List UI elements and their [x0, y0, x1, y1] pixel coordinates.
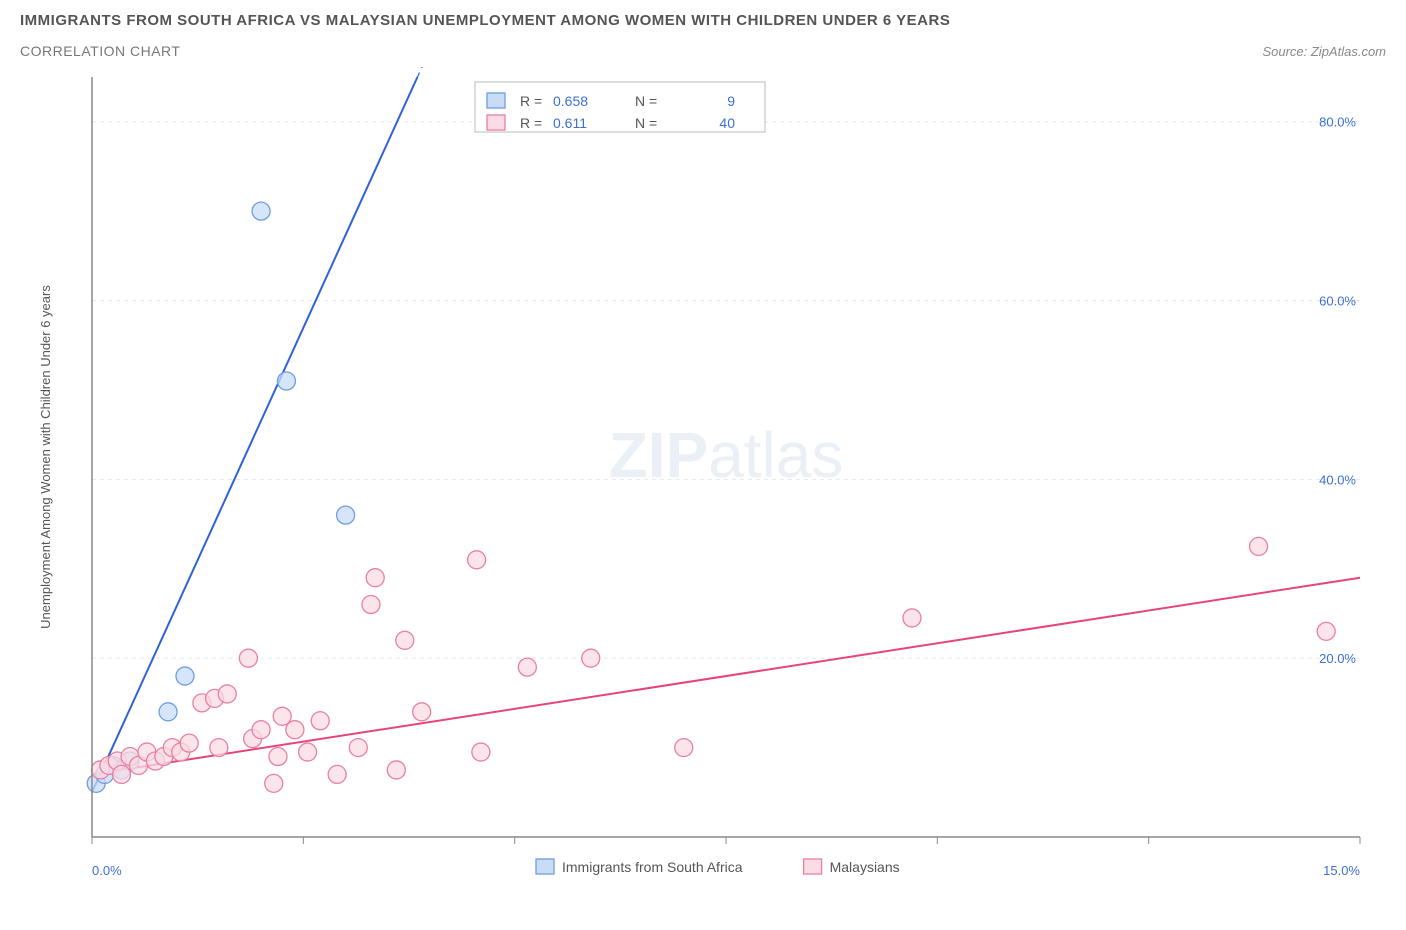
subtitle-row: CORRELATION CHART Source: ZipAtlas.com: [20, 43, 1386, 59]
data-point: [518, 658, 536, 676]
data-point: [218, 685, 236, 703]
legend-swatch: [487, 93, 505, 108]
legend-r-label: R =: [520, 93, 542, 109]
data-point: [903, 609, 921, 627]
source-attribution: Source: ZipAtlas.com: [1262, 44, 1386, 59]
data-point: [472, 743, 490, 761]
y-tick-label: 40.0%: [1319, 472, 1356, 487]
data-point: [328, 765, 346, 783]
legend-r-label: R =: [520, 115, 542, 131]
data-point: [277, 372, 295, 390]
data-point: [252, 202, 270, 220]
y-tick-label: 60.0%: [1319, 294, 1356, 309]
data-point: [299, 743, 317, 761]
y-tick-label: 80.0%: [1319, 115, 1356, 130]
legend-n-value: 40: [719, 115, 735, 131]
legend-r-value: 0.611: [553, 115, 587, 131]
data-point: [337, 506, 355, 524]
legend-r-value: 0.658: [553, 93, 588, 109]
bottom-legend-label: Immigrants from South Africa: [562, 859, 743, 875]
x-tick-label: 15.0%: [1323, 863, 1360, 878]
trend-line: [92, 77, 417, 792]
x-tick-label: 0.0%: [92, 863, 122, 878]
chart-svg: ZIPatlas 0.0% 15.0% 20.0% 40.0% 60.0% 80.0% Une…: [20, 67, 1386, 887]
data-point: [265, 774, 283, 792]
data-point: [180, 734, 198, 752]
data-point: [269, 748, 287, 766]
bottom-legend-swatch: [536, 859, 554, 874]
legend-n-label: N =: [635, 93, 657, 109]
data-point: [675, 739, 693, 757]
trend-line-dashed: [417, 67, 478, 77]
data-point: [252, 721, 270, 739]
bottom-legend-label: Malaysians: [830, 859, 900, 875]
data-point: [396, 631, 414, 649]
legend-swatch: [487, 115, 505, 130]
data-point: [210, 739, 228, 757]
legend-n-value: 9: [727, 93, 735, 109]
watermark: ZIPatlas: [609, 419, 844, 491]
data-point: [362, 596, 380, 614]
data-point: [413, 703, 431, 721]
chart-title: IMMIGRANTS FROM SOUTH AFRICA VS MALAYSIA…: [20, 12, 1386, 29]
y-tick-label: 20.0%: [1319, 651, 1356, 666]
data-point: [286, 721, 304, 739]
data-point: [1250, 537, 1268, 555]
y-axis-label: Unemployment Among Women with Children U…: [38, 285, 53, 629]
data-point: [468, 551, 486, 569]
bottom-legend-swatch: [804, 859, 822, 874]
trend-line: [92, 578, 1360, 775]
data-point: [311, 712, 329, 730]
data-point: [159, 703, 177, 721]
data-point: [176, 667, 194, 685]
chart-subtitle: CORRELATION CHART: [20, 43, 180, 59]
correlation-scatter-chart: ZIPatlas 0.0% 15.0% 20.0% 40.0% 60.0% 80.0% Une…: [20, 67, 1386, 887]
data-point: [113, 765, 131, 783]
data-point: [366, 569, 384, 587]
data-point: [582, 649, 600, 667]
data-point: [239, 649, 257, 667]
legend-n-label: N =: [635, 115, 657, 131]
data-point: [387, 761, 405, 779]
data-point: [349, 739, 367, 757]
data-point: [1317, 622, 1335, 640]
